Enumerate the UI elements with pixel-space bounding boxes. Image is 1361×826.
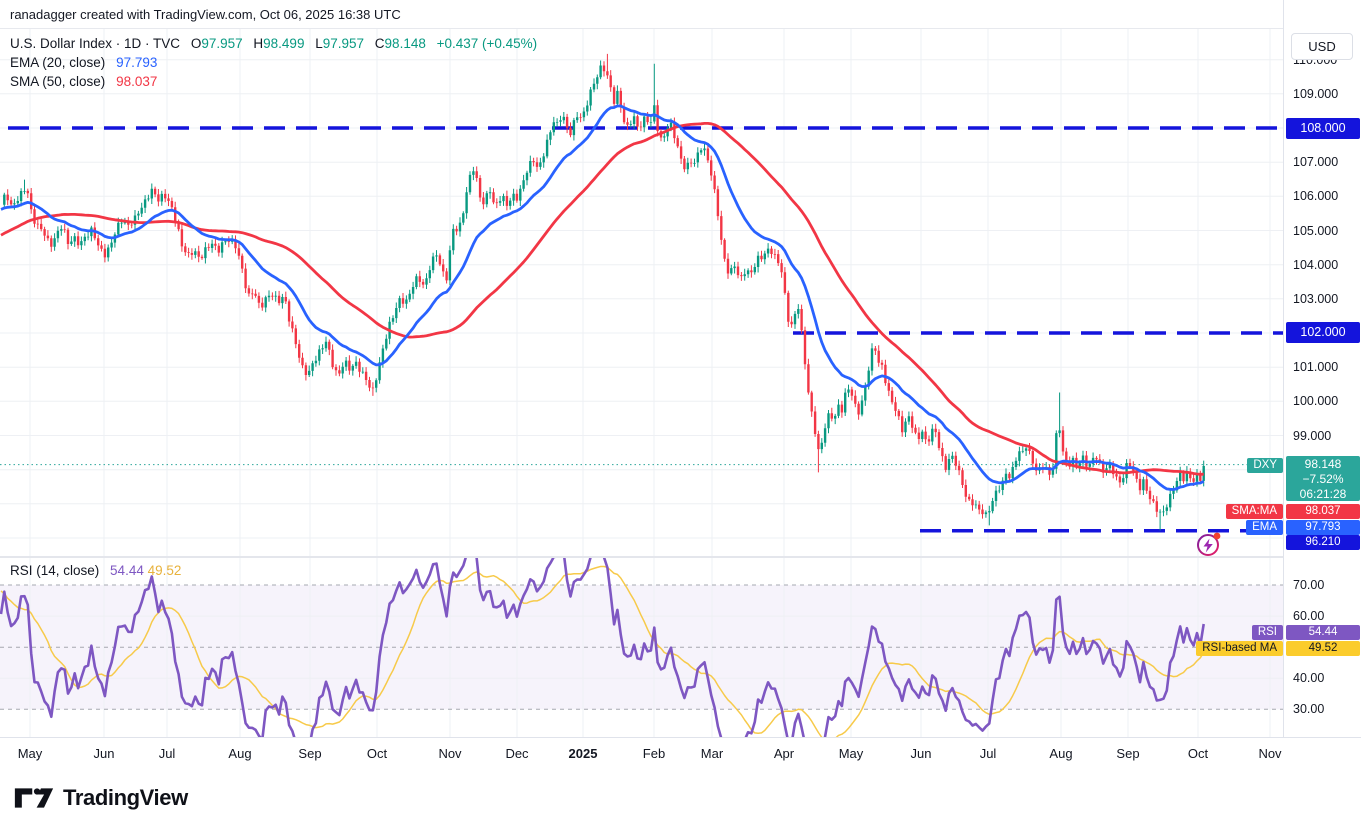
price-chart-pane[interactable]	[0, 29, 1283, 556]
current-price-badge: 98.148 −7.52% 06:21:28	[1286, 456, 1360, 501]
ema-value-badge: 97.793	[1286, 520, 1360, 535]
rsi-tick-label: 70.00	[1293, 578, 1325, 592]
rsi-ma-value: 49.52	[147, 563, 182, 578]
time-axis-label: Jul	[979, 746, 997, 761]
symbol-legend-row: U.S. Dollar Index · 1D · TVC O97.957 H98…	[10, 35, 537, 53]
price-tick-label: 100.000	[1293, 394, 1339, 409]
time-axis-label: 2025	[568, 746, 598, 761]
time-axis-label: Nov	[438, 746, 462, 761]
time-axis-label: Dec	[505, 746, 529, 761]
current-price-value: 98.148	[1304, 457, 1342, 471]
open-label: O97.957	[190, 36, 243, 51]
price-tick-label: 107.000	[1293, 155, 1339, 170]
rsi-tick-label: 60.00	[1293, 609, 1325, 624]
time-axis-label: Oct	[1187, 746, 1209, 761]
price-chart-canvas	[0, 29, 1283, 556]
rsi-line-tag: RSI	[1251, 625, 1283, 640]
sma-value: 98.037	[116, 74, 158, 89]
low-value: 97.957	[322, 36, 365, 51]
header-bar: ranadagger created with TradingView.com,…	[0, 0, 1361, 29]
time-axis-label: Mar	[700, 746, 724, 761]
change-value: +0.437 (+0.45%)	[436, 36, 538, 51]
tradingview-logo-text: TradingView	[63, 785, 188, 810]
tradingview-logo[interactable]: TradingView	[14, 784, 188, 812]
time-axis-label: Sep	[298, 746, 322, 761]
level-badge-102: 102.000	[1286, 322, 1360, 343]
ema-legend-row: EMA (20, close) 97.793	[10, 54, 537, 72]
chart-credit-text: ranadagger created with TradingView.com,…	[10, 7, 401, 22]
rsi-tick-label: 40.00	[1293, 671, 1325, 686]
time-axis-label: Jul	[158, 746, 176, 761]
rsi-indicator-pane[interactable]	[0, 558, 1283, 737]
symbol-title: U.S. Dollar Index · 1D · TVC	[10, 36, 181, 51]
rsi-ma-value-badge: 49.52	[1286, 641, 1360, 656]
close-label: C98.148	[374, 36, 426, 51]
price-tick-label: 106.000	[1293, 189, 1339, 204]
price-tick-label: 103.000	[1293, 291, 1339, 306]
ema-value: 97.793	[116, 55, 158, 70]
rsi-value-badge: 54.44	[1286, 625, 1360, 640]
time-axis-label: Jun	[93, 746, 115, 761]
time-axis-label: Nov	[1258, 746, 1282, 761]
sma-value-badge: 98.037	[1286, 504, 1360, 519]
change-percent-value: −7.52%	[1302, 472, 1344, 486]
time-axis-label: May	[838, 746, 864, 761]
sma-label: SMA (50, close)	[10, 74, 106, 89]
time-scale-axis[interactable]: May Jun Jul Aug Sep Oct Nov Dec 2025 Feb Mar Apr May…	[0, 737, 1361, 768]
time-axis-label: Sep	[1116, 746, 1140, 761]
price-tick-label: 101.000	[1293, 360, 1339, 375]
lightning-icon	[1197, 532, 1221, 556]
price-tick-label: 109.000	[1293, 86, 1339, 101]
rsi-label: RSI (14, close)	[10, 563, 100, 578]
level-badge-9621: 96.210	[1286, 535, 1360, 550]
pane-divider[interactable]	[0, 556, 1361, 558]
time-axis-label: Oct	[366, 746, 388, 761]
currency-toggle-button[interactable]: USD	[1291, 33, 1353, 60]
sma-legend-row: SMA (50, close) 98.037	[10, 73, 537, 91]
bar-countdown: 06:21:28	[1299, 487, 1347, 501]
rsi-tick-label: 30.00	[1293, 702, 1325, 717]
level-badge-108: 108.000	[1286, 118, 1360, 139]
footer-area: TradingView	[0, 768, 1361, 826]
flash-action-icon[interactable]	[1194, 528, 1224, 558]
dxy-price-tag: DXY	[1247, 458, 1283, 473]
rsi-legend: RSI (14, close) 54.44 49.52	[10, 563, 181, 578]
symbol-legend: U.S. Dollar Index · 1D · TVC O97.957 H98…	[10, 35, 537, 92]
ema-label: EMA (20, close)	[10, 55, 106, 70]
high-value: 98.499	[263, 36, 305, 51]
close-value: 98.148	[384, 36, 426, 51]
sma-line-tag: SMA:MA	[1225, 504, 1283, 519]
time-axis-label: Aug	[228, 746, 252, 761]
price-scale-axis[interactable]: USD 110.000109.000107.000106.000105.0001…	[1283, 0, 1361, 768]
time-axis-label: Feb	[642, 746, 666, 761]
rsi-value: 54.44	[110, 563, 144, 578]
ema-line-tag: EMA	[1246, 520, 1283, 535]
time-axis-label: Aug	[1049, 746, 1073, 761]
low-label: L97.957	[315, 36, 365, 51]
price-tick-label: 104.000	[1293, 257, 1339, 272]
time-axis-label: Jun	[910, 746, 932, 761]
time-axis-label: May	[17, 746, 43, 761]
price-tick-label: 99.000	[1293, 428, 1332, 443]
rsi-chart-canvas	[0, 558, 1283, 737]
high-label: H98.499	[253, 36, 305, 51]
time-axis-label: Apr	[773, 746, 795, 761]
open-value: 97.957	[201, 36, 243, 51]
rsi-ma-line-tag: RSI-based MA	[1196, 641, 1283, 656]
price-tick-label: 105.000	[1293, 223, 1339, 238]
tradingview-logo-icon	[14, 788, 54, 808]
